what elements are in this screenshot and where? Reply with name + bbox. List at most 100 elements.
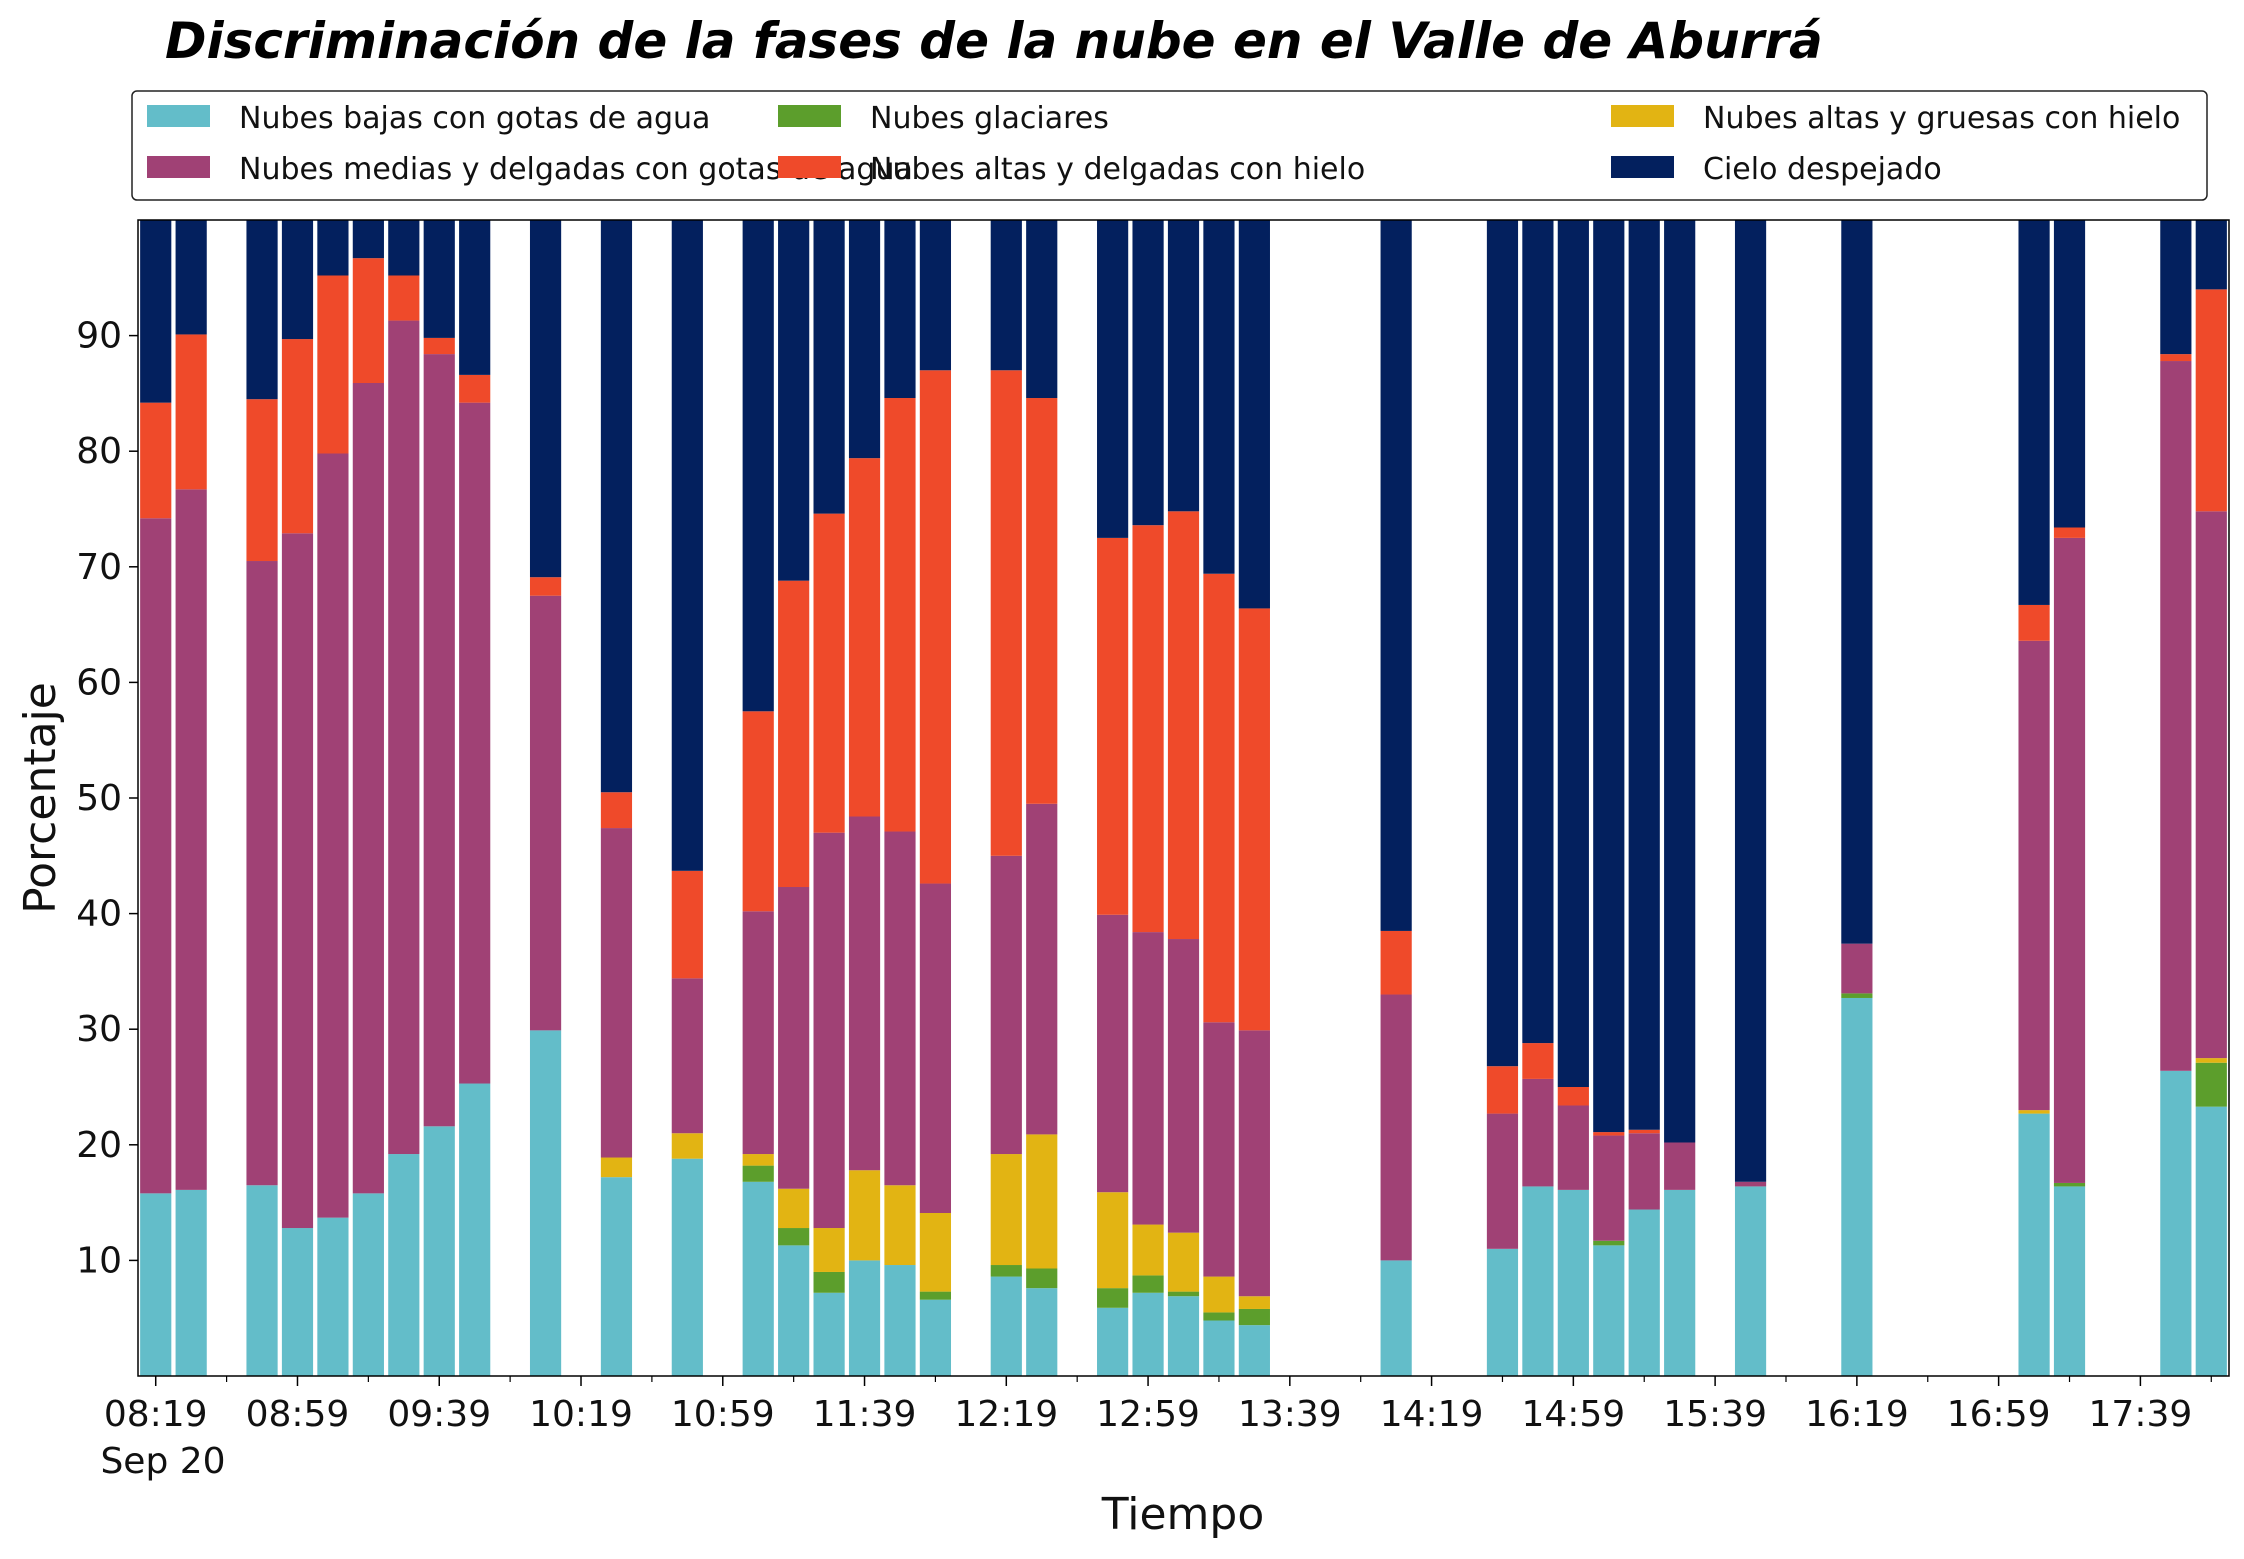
bar-segment <box>1522 1043 1554 1079</box>
bar-segment <box>175 1189 207 1376</box>
bar-segment <box>2195 220 2227 290</box>
bar-segment <box>1026 803 1058 1135</box>
x-axis-label: Tiempo <box>1101 1489 1265 1540</box>
bar-segment <box>919 220 952 371</box>
bar-segment <box>1380 930 1412 995</box>
bar-segment <box>1380 220 1412 931</box>
bar-segment <box>1167 939 1200 1233</box>
bar-segment <box>778 1245 810 1376</box>
bar-segment <box>1203 573 1235 1023</box>
bar-segment <box>352 258 384 383</box>
bar-segment <box>459 1083 491 1376</box>
bar-segment <box>778 580 810 888</box>
x-date-label: Sep 20 <box>100 1441 225 1482</box>
bar-segment <box>884 831 916 1186</box>
bar-segment <box>990 1276 1022 1376</box>
bar-segment <box>317 1217 349 1376</box>
x-axis: Sep 20 08:19 08:59 09:39 10:19 10:59 11:39 12:… <box>100 1376 2212 1482</box>
bar-segment <box>1628 1129 1660 1134</box>
bar-segment <box>317 275 349 454</box>
bar-segment <box>2195 1106 2227 1376</box>
bar-segment <box>175 489 207 1190</box>
bar-segment <box>1486 1113 1519 1249</box>
bar-segment <box>317 453 349 1218</box>
bar-segment <box>2195 1058 2227 1063</box>
bar-segment <box>1593 220 1625 1133</box>
bar-segment <box>388 1154 420 1376</box>
bar-segment <box>1557 1105 1589 1190</box>
bar-segment <box>2160 1070 2192 1376</box>
bar-segment <box>1026 1288 1058 1376</box>
legend-label: Nubes altas y gruesas con hielo <box>1703 101 2180 136</box>
bar-segment <box>1203 1312 1235 1321</box>
y-tick-label: 60 <box>76 662 122 703</box>
bar-segment <box>1097 1288 1129 1308</box>
legend-swatch <box>778 105 841 127</box>
bar-segment <box>671 1133 703 1159</box>
bar-segment <box>423 220 455 338</box>
bar-segment <box>423 354 455 1127</box>
legend-label: Cielo despejado <box>1703 152 1942 187</box>
bar-segment <box>175 220 207 335</box>
x-tick-label: 10:59 <box>671 1394 775 1435</box>
bar-segment <box>529 577 562 596</box>
y-tick-label: 20 <box>76 1125 122 1166</box>
bar-segment <box>1486 220 1519 1067</box>
bar-segment <box>2160 354 2192 362</box>
bar-segment <box>246 1185 278 1376</box>
bar-segment <box>2053 1182 2086 1187</box>
bar-segment <box>778 1228 810 1246</box>
bar-segment <box>1167 1232 1200 1292</box>
bar-segment <box>2160 361 2192 1071</box>
bar-segment <box>813 220 845 514</box>
bar-segment <box>1238 220 1270 609</box>
bar-segment <box>919 1291 952 1300</box>
bar-segment <box>1238 1030 1270 1297</box>
bar-segment <box>600 828 633 1158</box>
bars-group <box>140 220 2227 1376</box>
bar-segment <box>2160 220 2192 355</box>
bar-segment <box>423 1126 455 1376</box>
bar-segment <box>1628 1133 1660 1210</box>
x-tick-label: 14:19 <box>1380 1394 1484 1435</box>
bar-segment <box>1167 511 1200 940</box>
bar-segment <box>919 883 952 1213</box>
bar-segment <box>1203 1022 1235 1277</box>
bar-segment <box>1167 1291 1200 1297</box>
bar-segment <box>1132 932 1164 1225</box>
y-tick-label: 80 <box>76 431 122 472</box>
x-tick-label: 16:59 <box>1947 1394 2051 1435</box>
legend-frame <box>131 90 2208 201</box>
bar-segment <box>1734 1186 1767 1376</box>
y-axis: 10 20 30 40 50 60 70 80 90 <box>76 316 138 1281</box>
bar-segment <box>281 339 314 534</box>
bar-segment <box>2053 1186 2086 1376</box>
x-tick-label: 13:39 <box>1238 1394 1342 1435</box>
bar-segment <box>990 370 1022 856</box>
bar-segment <box>1203 220 1235 574</box>
bar-segment <box>848 816 881 1171</box>
bar-segment <box>140 402 172 519</box>
bar-segment <box>2195 289 2227 512</box>
bar-segment <box>1841 993 1873 998</box>
bar-segment <box>1593 1132 1625 1136</box>
bar-segment <box>1628 1209 1660 1376</box>
bar-segment <box>1167 1296 1200 1376</box>
bar-segment <box>1167 220 1200 512</box>
bar-segment <box>778 220 810 581</box>
bar-segment <box>1593 1245 1625 1376</box>
bar-segment <box>1380 994 1412 1261</box>
bar-segment <box>848 220 881 459</box>
legend-swatch <box>147 156 210 178</box>
bar-segment <box>848 458 881 817</box>
bar-segment <box>1841 943 1873 994</box>
bar-segment <box>1238 1308 1270 1326</box>
bar-segment <box>600 1177 633 1376</box>
bar-segment <box>1664 220 1696 1143</box>
bar-segment <box>388 275 420 321</box>
y-tick-label: 10 <box>76 1240 122 1281</box>
bar-segment <box>1486 1066 1519 1114</box>
bar-segment <box>884 398 916 832</box>
bar-segment <box>1628 220 1660 1130</box>
bar-segment <box>1734 1181 1767 1187</box>
